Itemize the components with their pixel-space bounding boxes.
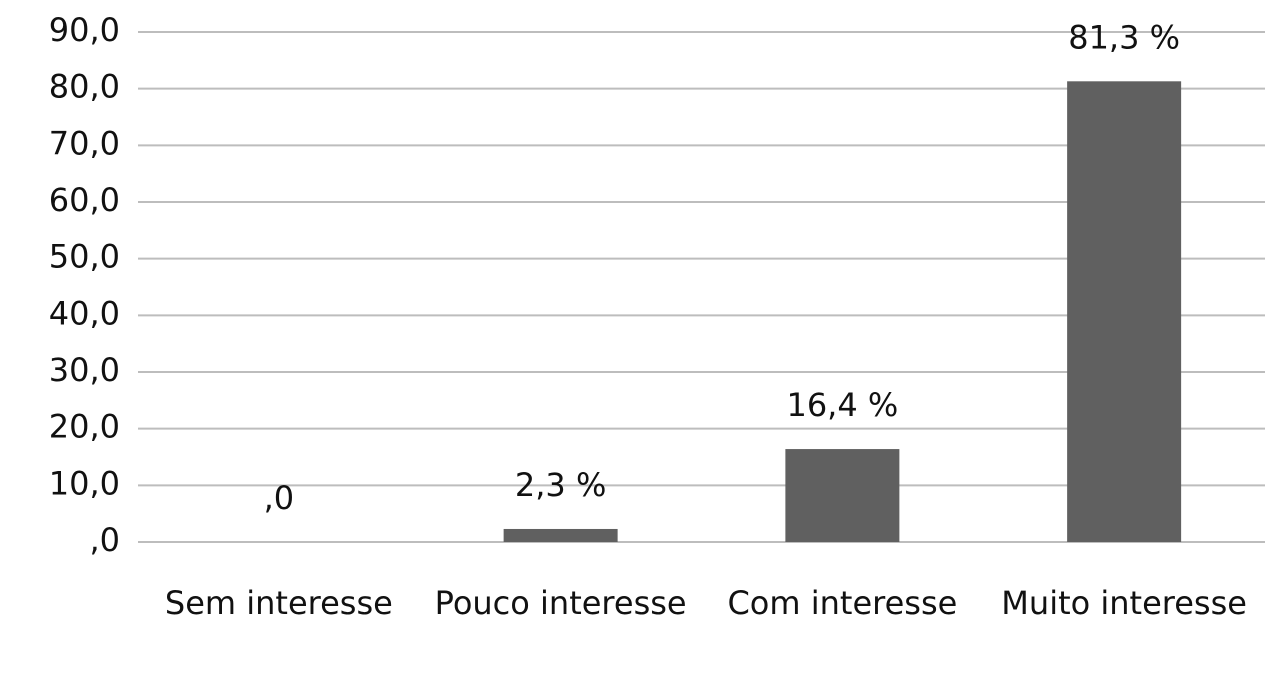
bar [503, 528, 618, 542]
y-tick-label: 70,0 [49, 124, 120, 162]
value-label: ,0 [264, 479, 295, 517]
bar [785, 449, 900, 542]
bar [1067, 81, 1182, 543]
y-tick-label: 90,0 [49, 11, 120, 49]
y-tick-label: 10,0 [49, 464, 120, 502]
y-tick-label: 80,0 [49, 68, 120, 106]
x-tick-label: Com interesse [727, 584, 957, 622]
x-tick-label: Muito interesse [1001, 584, 1247, 622]
value-label: 81,3 % [1068, 18, 1180, 56]
y-tick-label: 30,0 [49, 351, 120, 389]
y-tick-label: 40,0 [49, 294, 120, 332]
x-tick-label: Pouco interesse [435, 584, 687, 622]
y-tick-label: 60,0 [49, 181, 120, 219]
value-label: 16,4 % [786, 386, 898, 424]
y-tick-label: ,0 [89, 521, 120, 559]
x-tick-label: Sem interesse [165, 584, 393, 622]
y-tick-label: 50,0 [49, 238, 120, 276]
value-label: 2,3 % [515, 466, 606, 504]
y-tick-label: 20,0 [49, 408, 120, 446]
